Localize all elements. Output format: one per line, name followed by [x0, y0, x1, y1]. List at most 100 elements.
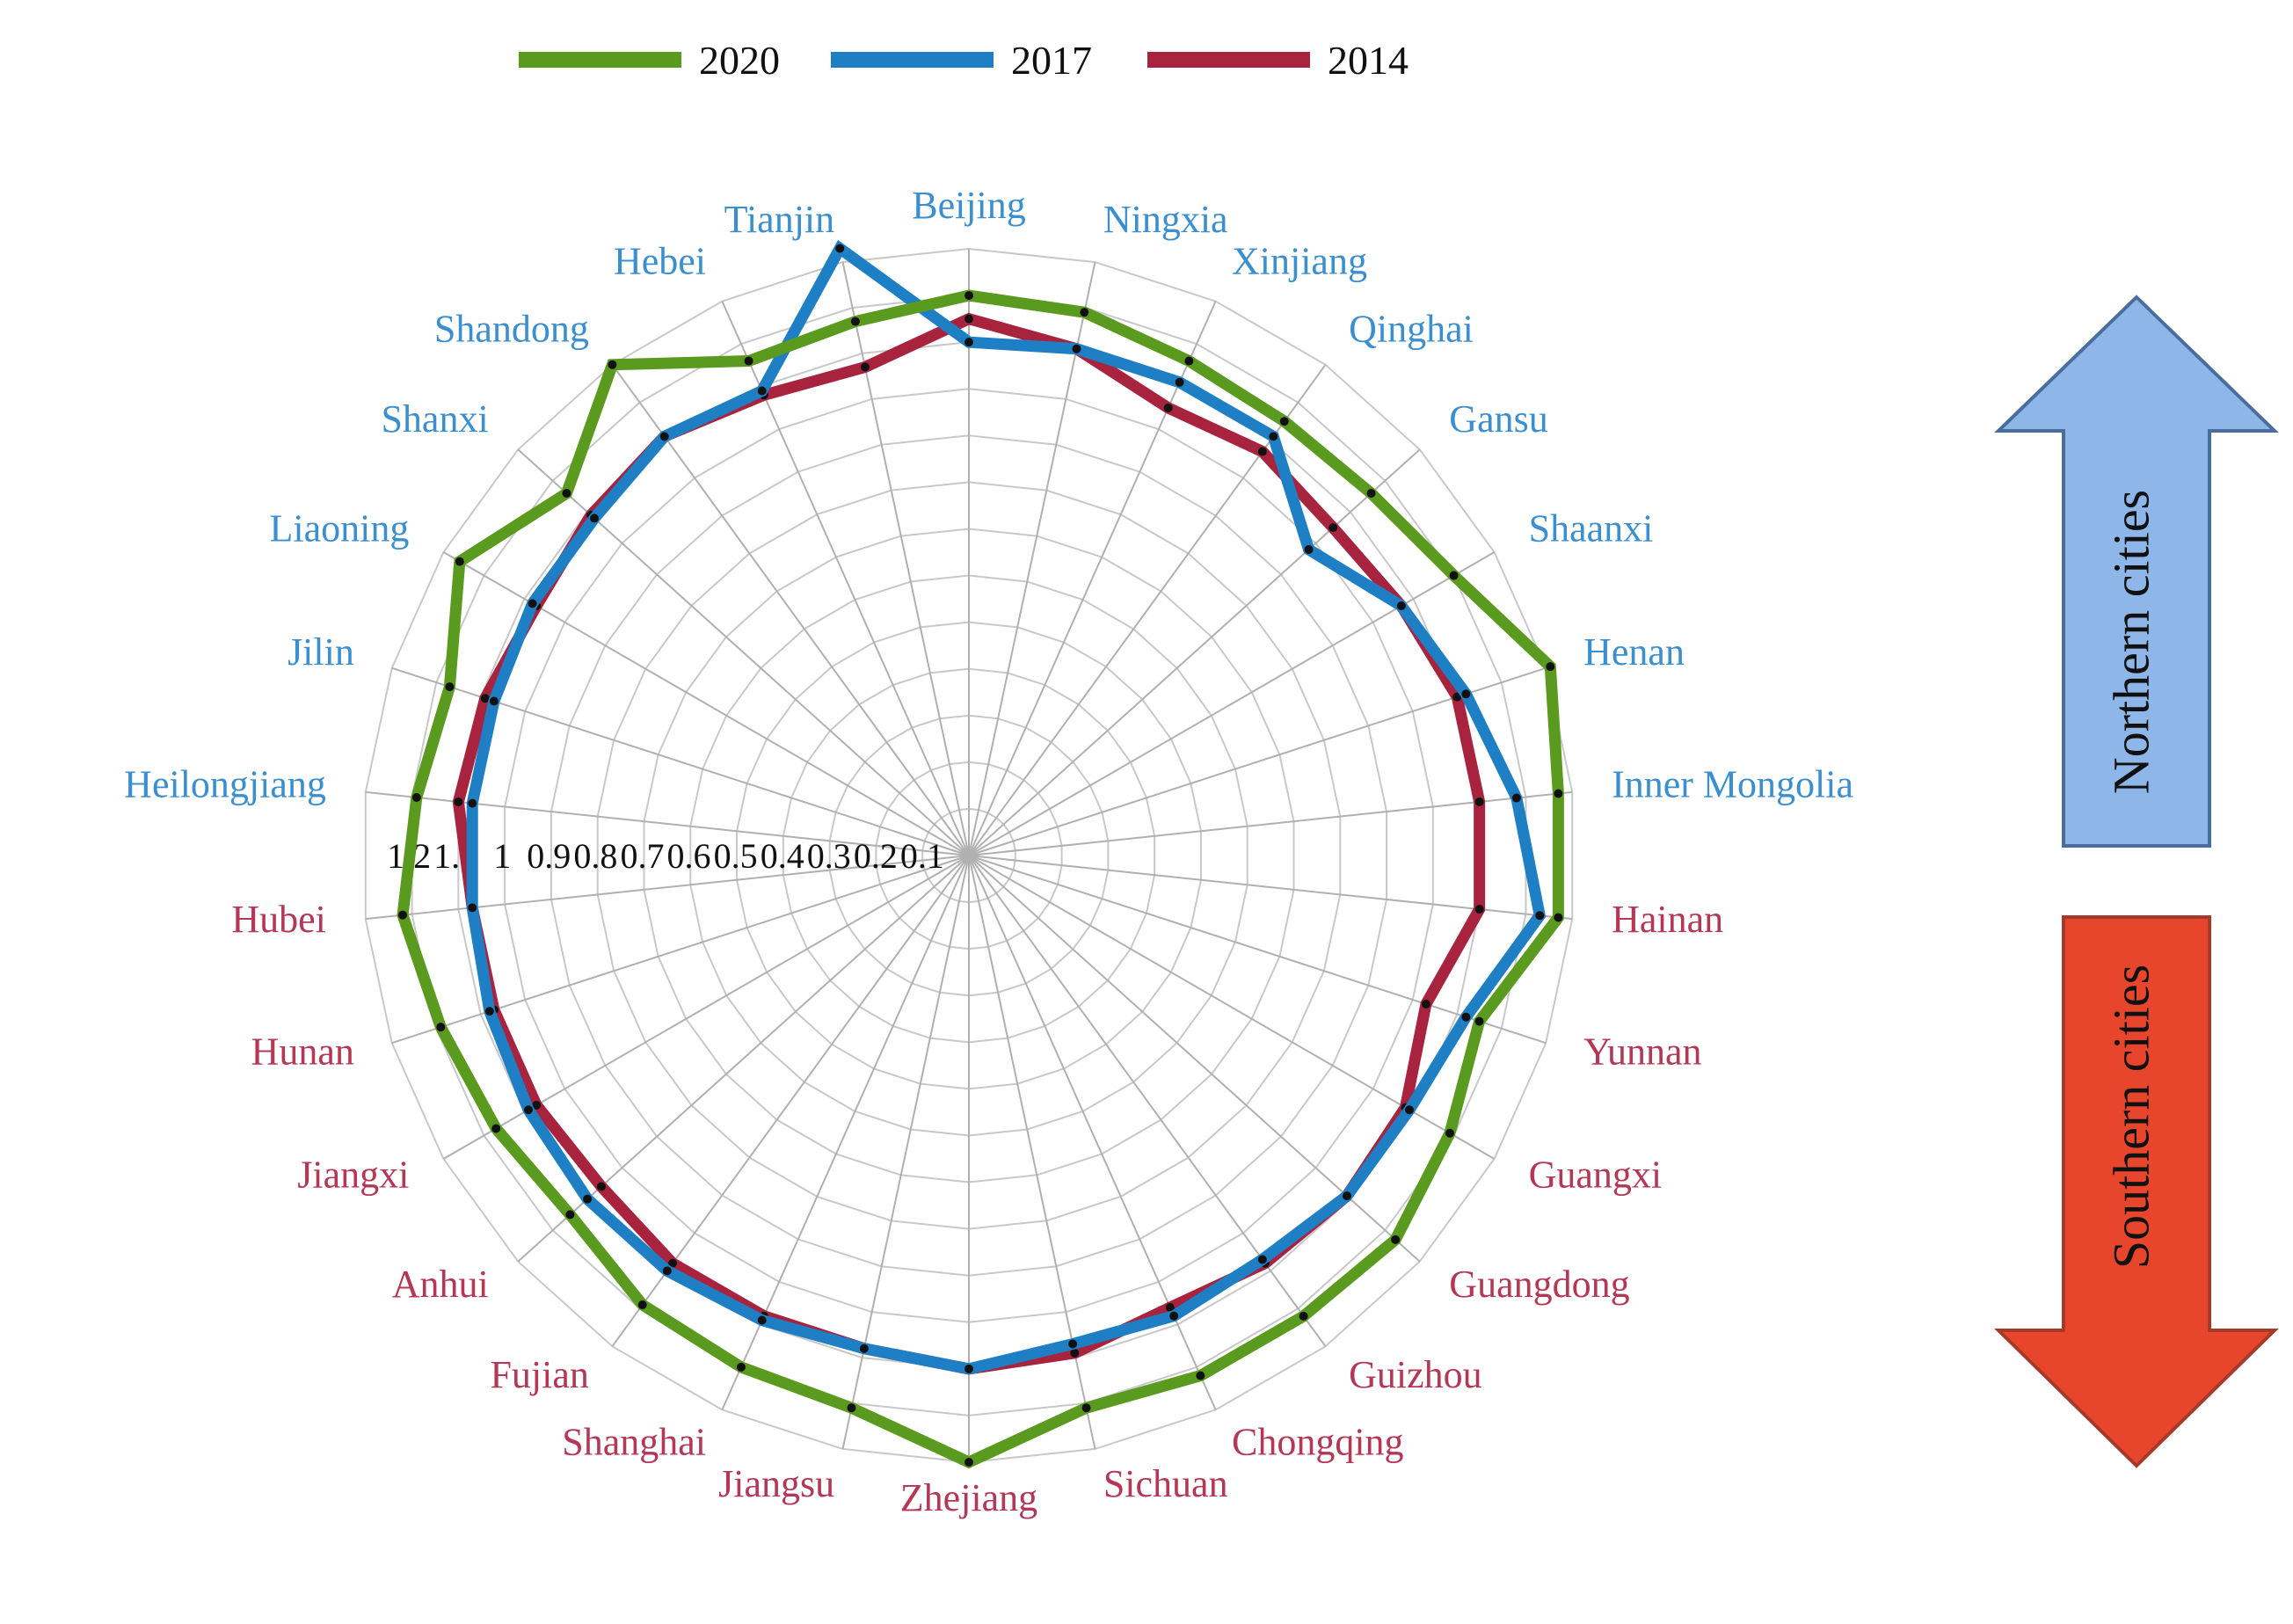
series-2020-point	[744, 356, 753, 366]
grid-spoke	[968, 261, 1096, 856]
category-label: Xinjiang	[1232, 240, 1367, 283]
grid-spoke	[968, 551, 1496, 856]
series-2014-point	[596, 1182, 606, 1191]
series-2017-point	[965, 1364, 973, 1373]
series-2014-point	[1421, 999, 1430, 1009]
series-2020-point	[1474, 1016, 1484, 1026]
category-label: Shandong	[434, 307, 589, 350]
series-2020-point	[1366, 489, 1376, 499]
series-2014-point	[1328, 523, 1338, 533]
tick-label: 0.9	[527, 836, 571, 876]
series-2017-line	[466, 239, 1547, 1375]
series-2017-point	[1511, 793, 1521, 803]
grid-spoke	[968, 855, 1547, 1045]
category-label: Liaoning	[270, 507, 410, 550]
series-2020-point	[1391, 1234, 1401, 1244]
series-2017-point	[528, 599, 537, 608]
series-2017-point	[1068, 1339, 1078, 1349]
grid-spoke	[517, 448, 970, 856]
series-2020-point	[850, 317, 860, 326]
category-label: Guangxi	[1529, 1154, 1663, 1197]
series-2020-point	[1299, 1311, 1308, 1321]
category-label: Beijing	[912, 184, 1026, 227]
series-2020-point	[1445, 1128, 1454, 1138]
legend-item-2017: 2017	[831, 33, 1092, 86]
grid-spoke	[968, 364, 1327, 856]
category-label: Gansu	[1449, 397, 1547, 441]
series-2020-point	[436, 1023, 446, 1032]
series-2014-point	[532, 1100, 542, 1110]
series-2020-point	[1449, 571, 1459, 580]
tick-label: 0.3	[807, 836, 851, 876]
series-2017-point	[484, 1007, 494, 1016]
series-2017-point	[1169, 1311, 1179, 1321]
category-label: Guangdong	[1449, 1263, 1629, 1306]
series-2014-point	[1163, 403, 1173, 412]
series-2020-point	[1080, 308, 1089, 317]
grid-spoke	[365, 790, 970, 856]
grid-spoke	[365, 855, 970, 921]
legend-label-2020: 2020	[699, 37, 780, 83]
series-2017-point	[1175, 377, 1184, 387]
series-2014-point	[1474, 797, 1484, 806]
tick-label: 0.8	[573, 836, 617, 876]
category-label: Fujian	[490, 1353, 588, 1396]
legend: 2020 2017 2014	[0, 33, 2293, 86]
series-2020-point	[608, 360, 617, 369]
grid-spoke	[968, 855, 1496, 1160]
tick-label: 1	[493, 836, 511, 876]
category-label: Ningxia	[1103, 198, 1228, 241]
northern-cities-label: Northern cities	[2102, 490, 2159, 794]
series-2014-point	[1452, 692, 1462, 702]
tick-label: 0.7	[620, 836, 664, 876]
grid-spoke	[721, 855, 970, 1410]
tick-label: 0.6	[667, 836, 711, 876]
grid-spoke	[968, 855, 1421, 1263]
category-label: Shaanxi	[1529, 507, 1654, 550]
series-2020-point	[637, 1300, 647, 1309]
series-2020-point	[398, 910, 408, 920]
series-2017-point	[1304, 544, 1314, 554]
series-2017-point	[965, 338, 973, 347]
series-2020-point	[1554, 913, 1563, 922]
series-2017-point	[1405, 1105, 1415, 1115]
category-label: Chongqing	[1232, 1421, 1404, 1464]
series-2014-point	[1257, 447, 1267, 456]
legend-item-2014: 2014	[1147, 33, 1409, 86]
category-label: Heilongjiang	[124, 762, 326, 805]
series-2017-point	[757, 386, 767, 396]
series-2020-point	[562, 489, 571, 499]
legend-label-2017: 2017	[1011, 37, 1092, 83]
category-label: Hainan	[1612, 898, 1723, 941]
legend-item-2020: 2020	[519, 33, 780, 86]
series-2017-point	[1269, 432, 1278, 441]
category-label: Guizhou	[1349, 1353, 1482, 1396]
series-2020-point	[1546, 662, 1555, 672]
grid-spoke	[517, 855, 970, 1263]
series-2020-point	[1196, 1371, 1205, 1380]
southern-cities-label: Southern cities	[2102, 965, 2159, 1269]
series-2017-point	[1396, 601, 1406, 611]
category-label: Yunnan	[1583, 1030, 1701, 1073]
category-label: Jiangsu	[718, 1462, 834, 1505]
series-2020-point	[965, 291, 973, 301]
radar-series	[397, 239, 1564, 1469]
southern-cities-arrow: Southern cities	[1994, 915, 2279, 1468]
series-2020-point	[565, 1210, 575, 1220]
legend-swatch-2017	[831, 52, 994, 68]
series-2017-point	[1461, 1012, 1471, 1022]
category-label: Hebei	[614, 240, 706, 283]
series-2020-point	[736, 1362, 746, 1372]
tick-label: 0.4	[761, 836, 804, 876]
grid-spoke	[968, 790, 1573, 856]
grid-spoke	[442, 551, 970, 856]
grid-spoke	[968, 301, 1217, 856]
series-2017-point	[1072, 344, 1081, 353]
series-2014-point	[668, 1258, 678, 1268]
grid-spoke	[968, 855, 1327, 1347]
series-2017-point	[523, 1105, 533, 1115]
category-label: Shanghai	[562, 1421, 706, 1464]
series-2020-point	[491, 1124, 501, 1133]
